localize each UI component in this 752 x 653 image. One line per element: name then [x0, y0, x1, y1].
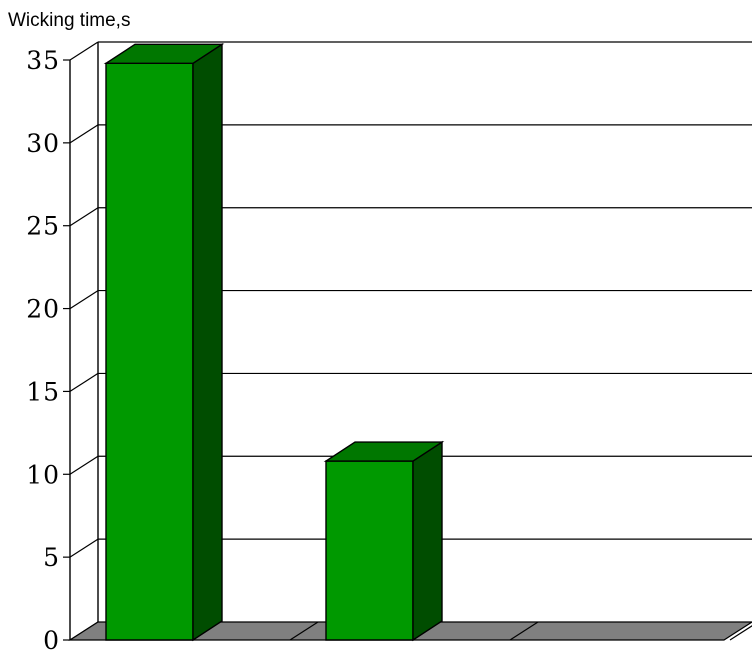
y-tick-label: 10 — [26, 460, 60, 489]
y-tick-label: 15 — [26, 377, 60, 406]
bars — [103, 43, 445, 642]
grid-connector — [69, 372, 99, 392]
y-tick-label: 5 — [43, 543, 60, 572]
floor-divider — [289, 621, 319, 641]
grid-connector — [69, 538, 99, 558]
bar-side — [192, 43, 223, 642]
grid-connector — [69, 41, 99, 61]
bar-side — [412, 440, 443, 642]
grid-connector — [69, 207, 99, 227]
grid-connector — [69, 455, 99, 475]
y-axis-label: Wicking time,s — [8, 10, 130, 31]
bar-front — [325, 460, 414, 641]
floor-divider — [509, 621, 539, 641]
y-axis — [63, 42, 99, 641]
y-tick-label: 25 — [26, 212, 60, 241]
y-tick-label: 0 — [43, 626, 60, 653]
bar — [103, 43, 225, 642]
floor-divider — [729, 625, 752, 641]
grid-connector — [69, 290, 99, 310]
y-tick-label: 30 — [26, 129, 60, 158]
y-tick-label: 20 — [26, 295, 60, 324]
grid-connector — [69, 124, 99, 144]
bar-top — [323, 441, 445, 462]
y-tick-label: 35 — [26, 46, 60, 75]
y-tick-labels: 0 5 10 15 20 25 30 35 — [26, 46, 60, 653]
bar-top — [103, 43, 225, 65]
bar — [323, 440, 445, 642]
bar-front — [105, 62, 194, 641]
